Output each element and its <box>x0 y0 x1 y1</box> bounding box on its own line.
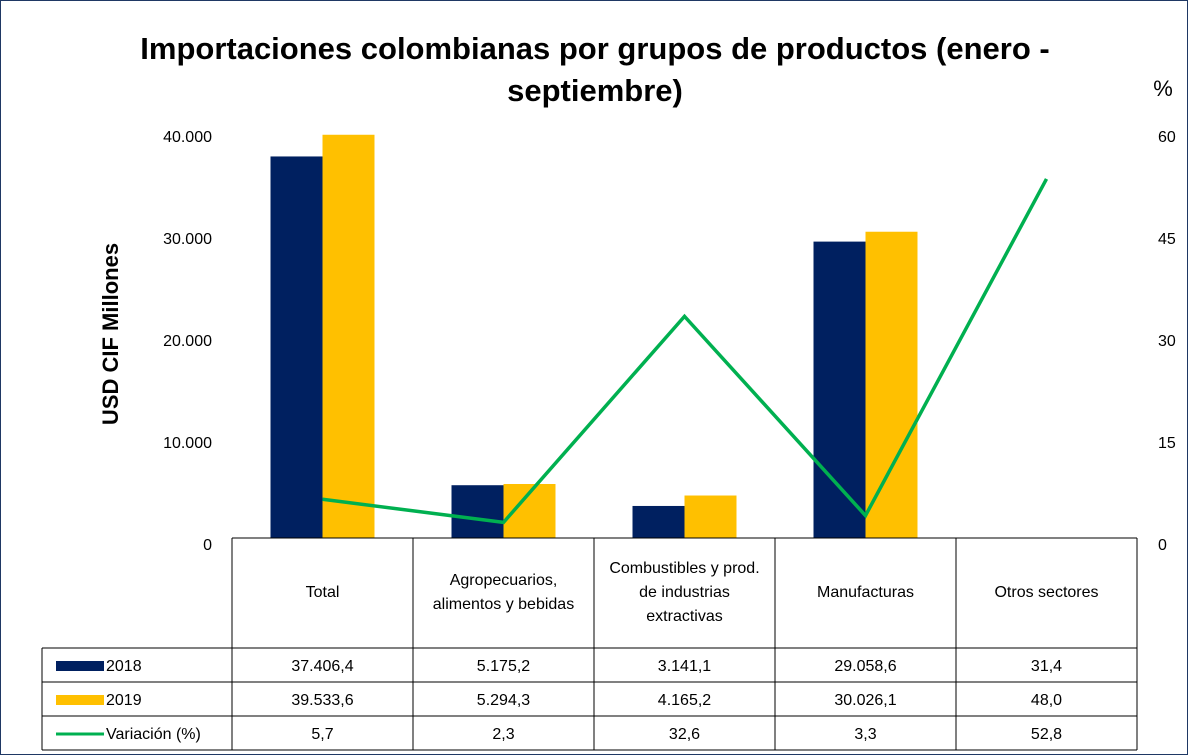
table-value: 48,0 <box>1031 692 1062 709</box>
x-tick-label: Agropecuarios, alimentos y bebidas <box>432 572 575 613</box>
legend-swatch <box>56 695 104 705</box>
y-axis-label: USD CIF Millones <box>98 243 123 425</box>
category-cell: Manufacturas <box>817 584 914 601</box>
x-tick-label: Total <box>305 584 340 601</box>
x-tick-label: Manufacturas <box>817 584 914 601</box>
bar <box>865 231 918 539</box>
y-tick-label: 40.000 <box>163 129 212 146</box>
y2-tick-label: 0 <box>1158 537 1167 554</box>
y2-tick-label: 45 <box>1158 231 1176 248</box>
y-tick-label: 30.000 <box>163 231 212 248</box>
y2-tick-label: 30 <box>1158 333 1176 350</box>
table-value: 4.165,2 <box>658 692 711 709</box>
table-value: 5,7 <box>311 726 333 743</box>
x-tick-label: Otros sectores <box>994 584 1099 601</box>
chart-title: Importaciones colombianas por grupos de … <box>140 31 1050 108</box>
bar <box>270 156 323 539</box>
table-value: 5.175,2 <box>477 658 530 675</box>
y-tick-label: 0 <box>203 537 212 554</box>
legend-label: Variación (%) <box>106 726 201 743</box>
legend-label: 2018 <box>106 658 142 675</box>
table-value: 31,4 <box>1031 658 1062 675</box>
table-value: 30.026,1 <box>834 692 896 709</box>
category-cell: Combustibles y prod. de industrias extra… <box>609 560 760 625</box>
bar <box>813 241 866 538</box>
bar <box>322 134 375 539</box>
category-cell: Otros sectores <box>994 584 1099 601</box>
table-value: 2,3 <box>492 726 514 743</box>
category-cell: Agropecuarios, alimentos y bebidas <box>432 572 575 613</box>
y2-tick-label: 15 <box>1158 435 1176 452</box>
line-series <box>322 178 1049 525</box>
y2-tick-label: 60 <box>1158 129 1176 146</box>
x-tick-label: Combustibles y prod. de industrias extra… <box>609 560 760 625</box>
y-tick-label: 10.000 <box>163 435 212 452</box>
table-value: 5.294,3 <box>477 692 530 709</box>
table-value: 3,3 <box>854 726 876 743</box>
bar <box>632 505 685 538</box>
bar <box>684 495 737 538</box>
legend-label: 2019 <box>106 692 142 709</box>
table-value: 37.406,4 <box>291 658 353 675</box>
legend-swatch <box>56 661 104 671</box>
table-value: 39.533,6 <box>291 692 353 709</box>
y2-axis-label: % <box>1153 76 1173 101</box>
table-value: 32,6 <box>669 726 700 743</box>
title-box: Importaciones colombianas por grupos de … <box>140 31 1050 108</box>
table-value: 3.141,1 <box>658 658 711 675</box>
table-value: 52,8 <box>1031 726 1062 743</box>
bar <box>451 485 504 538</box>
y-tick-label: 20.000 <box>163 333 212 350</box>
category-cell: Total <box>305 584 340 601</box>
table-value: 29.058,6 <box>834 658 896 675</box>
